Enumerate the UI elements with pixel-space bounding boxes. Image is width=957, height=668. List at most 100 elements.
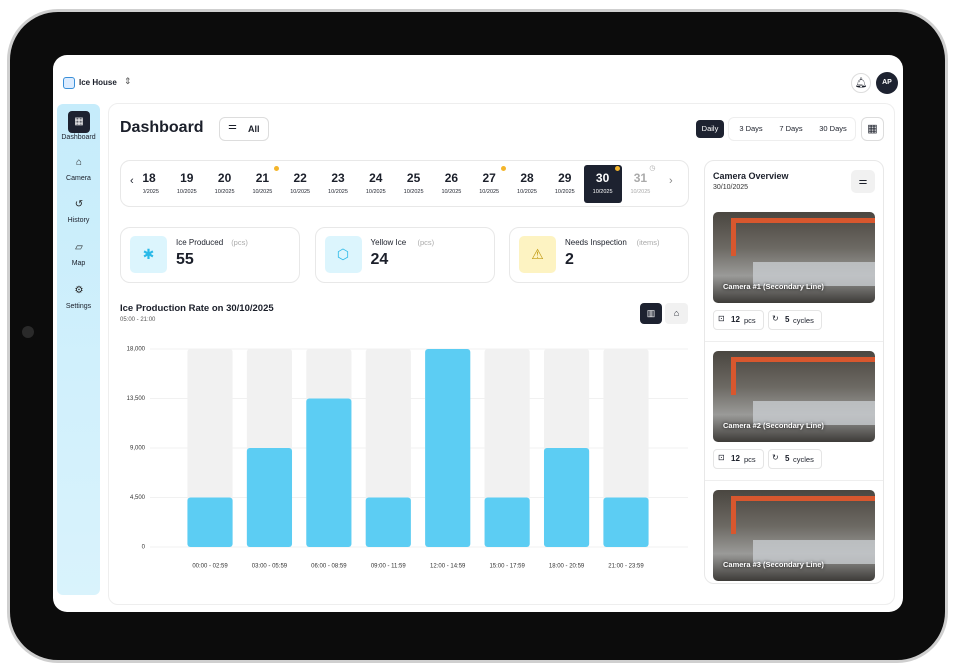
sidebar-label[interactable]: Settings: [65, 303, 92, 310]
date-day[interactable]: 24: [369, 171, 383, 185]
selected-date[interactable]: [583, 165, 622, 203]
stat-icon: ⬡: [324, 236, 362, 273]
date-day[interactable]: 28: [520, 171, 534, 185]
cycles-value: 5: [785, 454, 790, 463]
date-month[interactable]: 10/2025: [441, 189, 462, 195]
date-day[interactable]: 29: [558, 171, 572, 185]
x-tick-label: 09:00 - 11:59: [371, 564, 407, 570]
date-day[interactable]: 26: [444, 171, 459, 185]
count-value: 12: [731, 454, 740, 463]
date-day[interactable]: 19: [180, 171, 194, 185]
date-month[interactable]: 10/2025: [214, 189, 235, 195]
app-logo: [63, 77, 75, 89]
feed-frame: [731, 218, 875, 256]
count-unit: pcs: [744, 455, 756, 464]
camera-panel: [704, 160, 884, 584]
stat-label: Needs Inspection: [565, 238, 627, 247]
sidebar-icon[interactable]: ⌂: [75, 157, 83, 168]
x-tick-label: 06:00 - 08:59: [311, 564, 347, 570]
range-button[interactable]: Daily: [696, 120, 724, 138]
card-divider: [705, 480, 883, 481]
stat-value: 55: [176, 251, 194, 268]
date-month[interactable]: 10/2025: [630, 189, 651, 195]
date-month[interactable]: 10/2025: [517, 189, 537, 195]
feed-tray: [753, 540, 875, 564]
filter-icon: ⚌: [228, 121, 237, 132]
date-day[interactable]: 18: [143, 171, 156, 185]
cycles-unit: cycles: [793, 316, 814, 325]
bar-view-button[interactable]: ▥: [640, 303, 662, 324]
sidebar: [57, 104, 100, 595]
date-day[interactable]: 27: [482, 171, 496, 185]
feed-tray: [753, 401, 875, 425]
count-unit: pcs: [744, 316, 756, 325]
date-month[interactable]: 10/2025: [365, 189, 386, 195]
date-month[interactable]: 10/2025: [554, 189, 575, 195]
date-day[interactable]: 20: [217, 171, 232, 185]
feed-frame: [731, 357, 875, 395]
date-day[interactable]: 30: [595, 171, 610, 185]
alert-dot: [274, 166, 280, 171]
date-month[interactable]: 10/2025: [252, 189, 273, 195]
camera-feed[interactable]: [713, 212, 875, 303]
avatar[interactable]: AP: [876, 72, 898, 94]
count-icon: ⊡: [718, 453, 725, 462]
camera-lens: [22, 326, 34, 338]
bar: [484, 497, 530, 547]
x-tick-label: 03:00 - 05:59: [252, 564, 288, 570]
camera-name: Camera #2 (Secondary Line): [723, 421, 824, 430]
feed-tray: [753, 262, 875, 286]
cycles-chip: [768, 449, 822, 469]
x-tick-label: 18:00 - 20:59: [549, 564, 585, 570]
cycles-icon: ↻: [772, 314, 779, 323]
count-chip: [713, 449, 764, 469]
camera-view-button[interactable]: ⌂: [665, 303, 688, 324]
y-tick-label: 13,500: [127, 396, 146, 402]
filter-button[interactable]: All: [219, 117, 269, 141]
date-month[interactable]: 10/2025: [592, 189, 613, 195]
sidebar-icon[interactable]: ▱: [75, 242, 83, 253]
next-arrow[interactable]: ›: [669, 175, 673, 187]
camera-settings[interactable]: ⚌: [851, 170, 875, 193]
stat-icon: ⚠: [519, 236, 556, 273]
sidebar-label[interactable]: History: [67, 217, 90, 224]
prev-arrow[interactable]: ‹: [130, 175, 134, 187]
sidebar-label[interactable]: Map: [71, 260, 86, 267]
stat-unit: (items): [636, 238, 660, 247]
range-button[interactable]: 30 Days: [819, 124, 847, 133]
card-divider: [705, 341, 883, 342]
notifications[interactable]: 🔔︎: [851, 73, 871, 93]
date-day[interactable]: 23: [331, 171, 345, 185]
sidebar-icon[interactable]: ↺: [74, 199, 84, 210]
app-switch[interactable]: ⇕: [124, 76, 132, 86]
date-month[interactable]: 10/2025: [290, 189, 311, 195]
date-month[interactable]: 10/2025: [176, 189, 197, 195]
camera-feed[interactable]: [713, 351, 875, 442]
date-month[interactable]: 10/2025: [328, 189, 348, 195]
date-day[interactable]: 21: [255, 171, 270, 185]
bar: [603, 497, 649, 547]
sidebar-label[interactable]: Camera: [66, 175, 91, 182]
range-button[interactable]: 7 Days: [779, 124, 803, 133]
sidebar-icon[interactable]: ▦: [68, 111, 90, 133]
chart-subtitle: 05:00 - 21:00: [120, 317, 156, 323]
count-value: 12: [731, 315, 740, 324]
sidebar-label[interactable]: Dashboard: [61, 134, 96, 141]
x-tick-label: 15:00 - 17:59: [489, 564, 525, 570]
date-day[interactable]: 31: [633, 171, 648, 185]
date-month[interactable]: 10/2025: [143, 189, 159, 195]
stat-value: 24: [370, 251, 389, 268]
stat-card: [120, 227, 300, 283]
date-day[interactable]: 22: [293, 171, 307, 185]
sidebar-icon[interactable]: ⚙: [74, 285, 84, 296]
count-icon: ⊡: [718, 314, 725, 323]
date-month[interactable]: 10/2025: [403, 189, 424, 195]
date-day[interactable]: 25: [406, 171, 421, 185]
cycles-chip: [768, 310, 822, 330]
date-month[interactable]: 10/2025: [479, 189, 500, 195]
calendar-button[interactable]: ▦: [861, 117, 884, 141]
camera-feed[interactable]: [713, 490, 875, 581]
app-name[interactable]: Ice House: [79, 78, 117, 87]
bar: [543, 448, 590, 547]
range-button[interactable]: 3 Days: [739, 124, 763, 133]
